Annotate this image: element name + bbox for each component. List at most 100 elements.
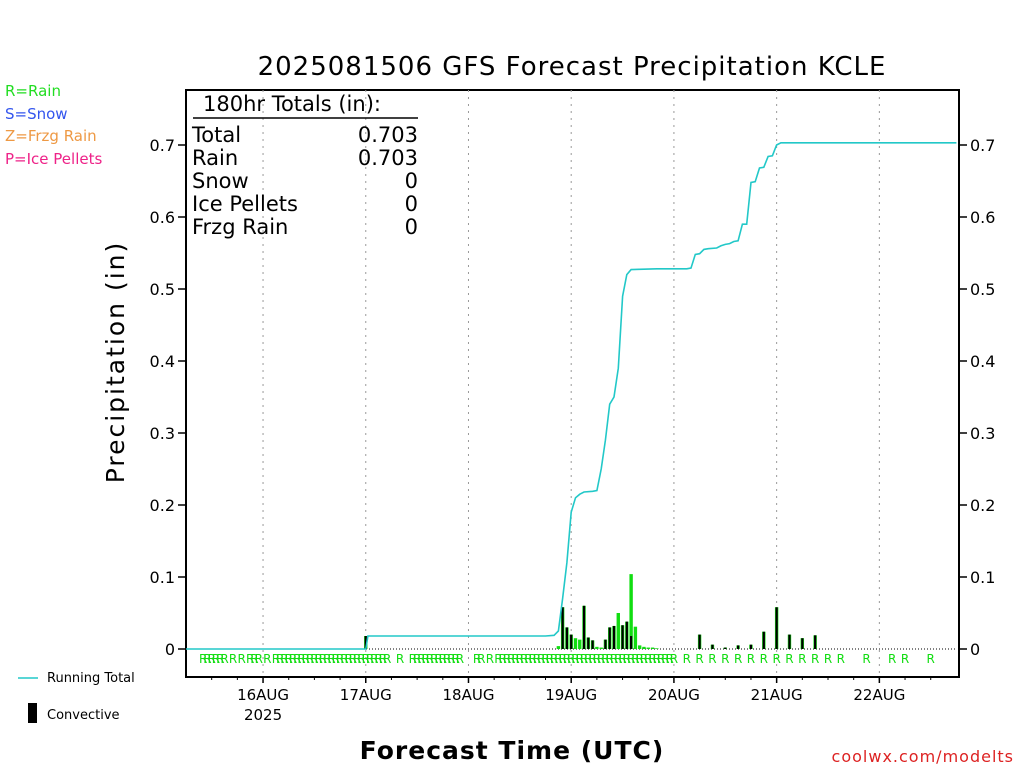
totals-label-ice-pellets: Ice Pellets (192, 192, 298, 216)
ptype-mark-rain: R (554, 652, 562, 666)
rain-bar (650, 647, 655, 649)
ptype-mark-rain: R (503, 652, 511, 666)
ptype-mark-rain: R (255, 652, 263, 666)
ptype-mark-rain: R (888, 652, 896, 666)
ptype-mark-rain: R (353, 652, 361, 666)
ptype-mark-rain: R (430, 652, 438, 666)
precip-bars (364, 574, 817, 649)
rain-bar (633, 626, 638, 649)
ptype-mark-rain: R (636, 652, 644, 666)
x-tick-label: 20AUG (648, 686, 700, 704)
convective-bar (711, 644, 714, 649)
convective-bar (364, 636, 367, 649)
ptype-mark-rain: R (798, 652, 806, 666)
ptype-mark-rain: R (332, 652, 340, 666)
ptype-mark-rain: R (862, 652, 870, 666)
totals-label-rain: Rain (192, 146, 238, 170)
convective-bar (724, 647, 727, 649)
site-credit: coolwx.com/modelts (832, 747, 1014, 766)
ptype-mark-rain: R (695, 652, 703, 666)
ptype-mark-rain: R (422, 652, 430, 666)
ptype-mark-rain: R (426, 652, 434, 666)
chart-title: 2025081506 GFS Forecast Precipitation KC… (258, 52, 887, 82)
ptype-mark-rain: R (486, 652, 494, 666)
ptype-mark-rain: R (614, 652, 622, 666)
ptype-mark-rain: R (451, 652, 459, 666)
ptype-mark-rain: R (323, 652, 331, 666)
ptype-mark-rain: R (580, 652, 588, 666)
ptype-mark-rain: R (344, 652, 352, 666)
ptype-mark-rain: R (524, 652, 532, 666)
y-tick-label-right: 0.6 (970, 208, 995, 227)
running-total-line (186, 142, 957, 650)
y-tick-label-right: 0.4 (970, 352, 995, 371)
ptype-mark-rain: R (507, 652, 515, 666)
ptype-mark-rain: R (665, 652, 673, 666)
ptype-mark-rain: R (811, 652, 819, 666)
y-tick-label-left: 0.6 (150, 208, 175, 227)
ptype-mark-rain: R (550, 652, 558, 666)
x-axis-ticks: 16AUG 2025 17AUG 18AUG 19AUG 20AUG 21AUG 22AUG (211, 677, 932, 724)
running-total-layer (186, 142, 957, 650)
ptype-mark-rain: R (546, 652, 554, 666)
ptype-mark-rain: R (567, 652, 575, 666)
ptype-mark-rain: R (747, 652, 755, 666)
ptype-mark-rain: R (657, 652, 665, 666)
convective-bar (582, 605, 586, 649)
ptype-mark-rain: R (473, 652, 481, 666)
ptype-mark-rain: R (618, 652, 626, 666)
ptype-mark-rain: R (593, 652, 601, 666)
ptype-mark-rain: R (824, 652, 832, 666)
ptype-mark-rain: R (670, 652, 678, 666)
ptype-mark-rain: R (683, 652, 691, 666)
ptype-mark-rain: R (661, 652, 669, 666)
rain-bar (578, 639, 582, 649)
ptype-mark-rain: R (584, 652, 592, 666)
x-tick-label: 17AUG (340, 686, 392, 704)
convective-bar (612, 625, 616, 649)
totals-box: 180hr Totals (in): Total 0.703 Rain 0.70… (191, 92, 418, 239)
ptype-mark-rain: R (413, 652, 421, 666)
ptype-mark-rain: R (623, 652, 631, 666)
ptype-mark-rain: R (610, 652, 618, 666)
ptype-legend-ice-pellets: P=Ice Pellets (5, 150, 102, 168)
rain-bar (646, 647, 650, 649)
convective-bar (762, 631, 765, 649)
ptype-mark-rain: R (927, 652, 935, 666)
ptype-mark-rain: R (327, 652, 335, 666)
x-tick-label: 19AUG (545, 686, 597, 704)
ptype-mark-rain: R (285, 652, 293, 666)
ptype-mark-rain: R (293, 652, 301, 666)
running-total-legend-label: Running Total (47, 671, 135, 686)
convective-legend-swatch (28, 703, 37, 723)
grid (186, 90, 957, 677)
ptype-mark-rain: R (379, 652, 387, 666)
convective-bar (749, 644, 753, 649)
y-tick-label-left: 0.5 (150, 280, 175, 299)
convective-bar (621, 625, 624, 649)
ptype-mark-rain: R (302, 652, 310, 666)
rain-bar (595, 646, 599, 649)
ptype-mark-rain: R (516, 652, 524, 666)
ptype-mark-rain: R (477, 652, 485, 666)
convective-bar (608, 627, 611, 649)
plot-frame (185, 89, 960, 678)
rain-bar (637, 645, 642, 649)
ptype-mark-rain: R (494, 652, 502, 666)
ptype-mark-rain: R (297, 652, 305, 666)
ptype-mark-rain: R (229, 652, 237, 666)
ptype-mark-rain: R (319, 652, 327, 666)
ptype-mark-rain: R (374, 652, 382, 666)
ptype-mark-rain: R (417, 652, 425, 666)
ptype-mark-rain: R (362, 652, 370, 666)
ptype-mark-rain: R (443, 652, 451, 666)
ptype-mark-rain: R (250, 652, 258, 666)
y-tick-label-right: 0 (970, 640, 980, 659)
y-tick-label-left: 0.1 (150, 568, 175, 587)
ptype-mark-rain: R (315, 652, 323, 666)
y-axis-label: Precipitation (in) (101, 241, 130, 484)
ptype-mark-rain: R (216, 652, 224, 666)
ptype-mark-rain: R (246, 652, 254, 666)
convective-bar (625, 621, 628, 649)
